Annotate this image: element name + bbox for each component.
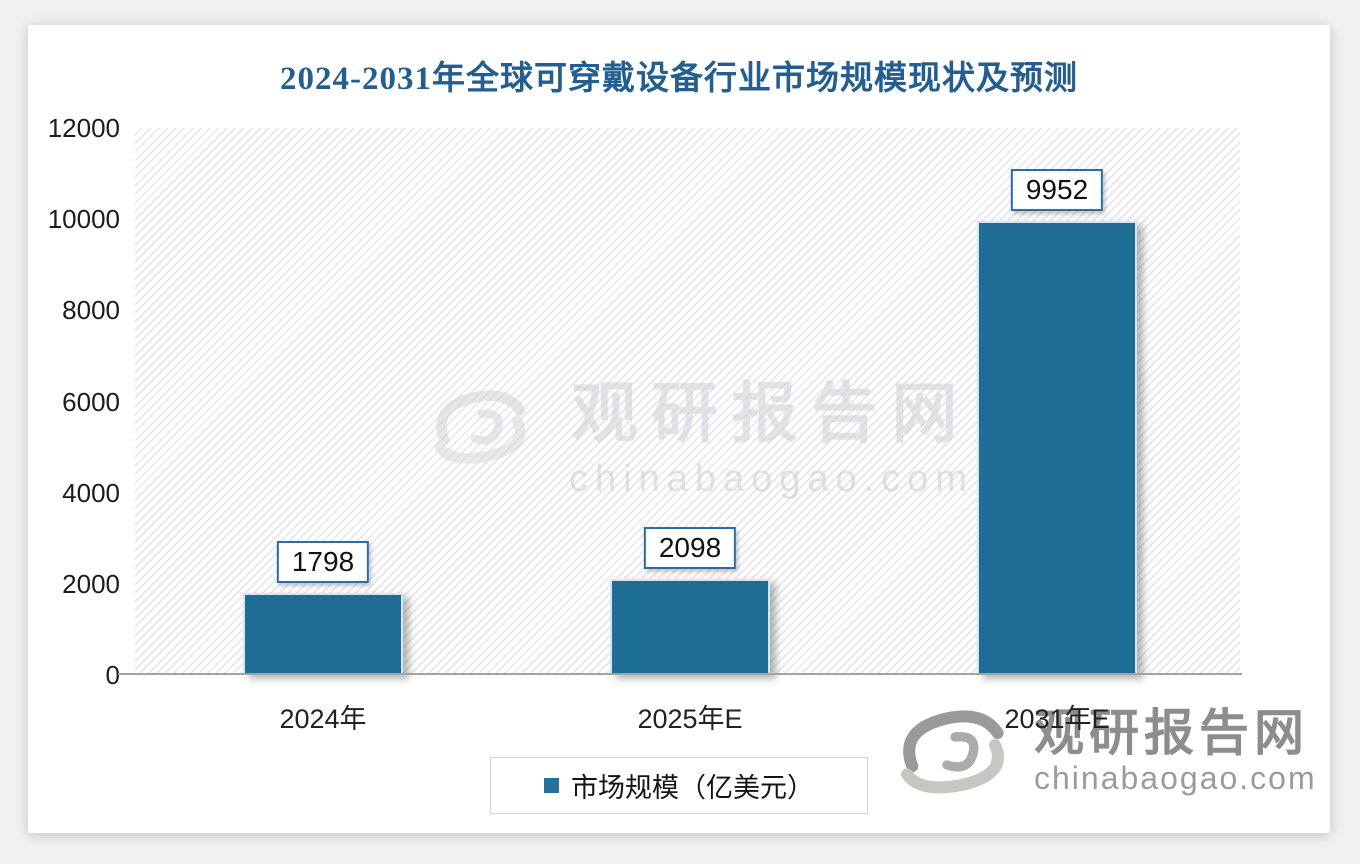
bar-value: 2098 [658, 532, 722, 563]
bar-value-box: 9952 [1010, 169, 1104, 211]
bar-group: 2098 [610, 128, 770, 675]
bar [977, 221, 1137, 675]
plot-area: 观研报告网 chinabaogao.com 1798 2098 9952 [135, 128, 1240, 675]
watermark-site-url: chinabaogao.com [569, 458, 974, 500]
chart-card: 2024-2031年全球可穿戴设备行业市场规模现状及预测 12000 10000… [28, 25, 1330, 833]
site-logo-icon [880, 705, 1030, 806]
x-tick-label: 2031年E [1004, 704, 1110, 734]
legend: 市场规模（亿美元） [490, 757, 868, 814]
y-tick-label: 2000 [62, 569, 120, 599]
y-tick-label: 10000 [47, 204, 120, 234]
site-logo-name: 观研报告网 [1034, 705, 1309, 761]
bar-value-box: 2098 [643, 527, 737, 569]
watermark-text: 观研报告网 chinabaogao.com [569, 360, 974, 501]
y-tick-label: 6000 [62, 387, 120, 417]
bar [243, 593, 403, 675]
site-logo-text: 观研报告网 chinabaogao.com [1034, 705, 1317, 795]
legend-label: 市场规模（亿美元） [571, 773, 814, 803]
watermark: 观研报告网 chinabaogao.com [423, 360, 974, 501]
y-tick-label: 0 [105, 660, 120, 690]
bar [610, 579, 770, 675]
bar-group: 1798 [243, 128, 403, 675]
watermark-logo-icon [423, 385, 541, 476]
bar-value: 1798 [291, 546, 355, 577]
bar-value-box: 1798 [276, 541, 370, 583]
chart-title: 2024-2031年全球可穿戴设备行业市场规模现状及预测 [280, 61, 1078, 97]
y-tick-label: 12000 [47, 113, 120, 143]
x-tick-label: 2024年 [279, 704, 367, 734]
site-logo: 观研报告网 chinabaogao.com [880, 705, 1317, 806]
legend-swatch-icon [544, 778, 559, 793]
y-tick-label: 4000 [62, 478, 120, 508]
site-logo-url: chinabaogao.com [1034, 760, 1317, 796]
y-tick-label: 8000 [62, 295, 120, 325]
x-axis-line [118, 673, 1242, 675]
x-tick-label: 2025年E [637, 704, 743, 734]
bar-group: 9952 [977, 128, 1137, 675]
watermark-site-name: 观研报告网 [571, 376, 972, 450]
bar-value: 9952 [1025, 174, 1089, 205]
